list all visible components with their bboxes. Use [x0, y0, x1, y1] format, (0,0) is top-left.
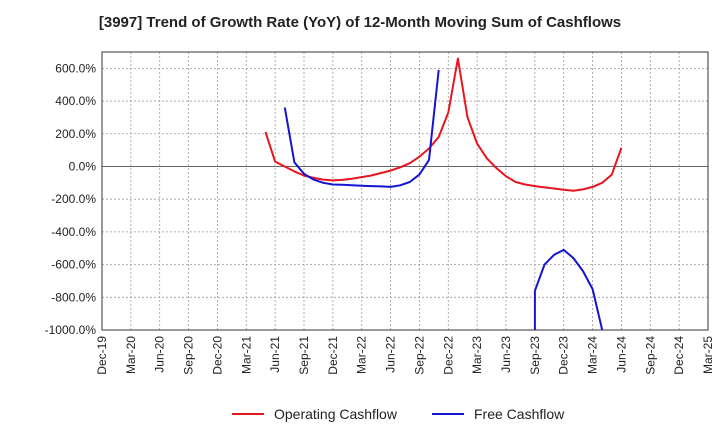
x-tick-label: Sep-21	[297, 336, 311, 375]
x-tick-label: Mar-21	[239, 336, 253, 374]
y-tick-label: -400.0%	[51, 225, 96, 239]
x-tick-label: Sep-23	[528, 336, 542, 375]
x-tick-label: Jun-21	[268, 336, 282, 373]
x-tick-label: Dec-19	[95, 336, 109, 375]
x-tick-label: Sep-22	[412, 336, 426, 375]
series-line-operating-cashflow	[264, 57, 623, 192]
x-tick-label: Mar-25	[701, 336, 715, 374]
x-tick-label: Mar-20	[124, 336, 138, 374]
y-tick-label: 400.0%	[55, 94, 96, 108]
y-tick-label: 600.0%	[55, 61, 96, 75]
x-tick-label: Jun-22	[384, 336, 398, 373]
y-tick-label: -1000.0%	[45, 323, 97, 337]
x-tick-label: Dec-23	[557, 336, 571, 375]
y-tick-label: 0.0%	[69, 159, 97, 173]
x-tick-label: Jun-24	[614, 336, 628, 373]
y-tick-label: 200.0%	[55, 127, 96, 141]
series-line-free-cashflow	[533, 248, 604, 330]
y-tick-label: -800.0%	[51, 290, 96, 304]
y-tick-label: -600.0%	[51, 258, 96, 272]
y-tick-label: -200.0%	[51, 192, 96, 206]
x-tick-label: Mar-23	[470, 336, 484, 374]
legend-label: Operating Cashflow	[274, 406, 398, 422]
legend-item-free-cashflow: Free Cashflow	[432, 406, 565, 422]
x-tick-label: Jun-20	[153, 336, 167, 373]
legend-label: Free Cashflow	[474, 406, 565, 422]
x-tick-label: Mar-22	[355, 336, 369, 374]
x-tick-label: Dec-20	[210, 336, 224, 375]
x-tick-label: Sep-20	[182, 336, 196, 375]
x-tick-label: Dec-21	[326, 336, 340, 375]
x-tick-label: Mar-24	[586, 336, 600, 374]
plot-border	[101, 51, 709, 331]
x-tick-label: Dec-24	[672, 336, 686, 375]
legend-item-operating-cashflow: Operating Cashflow	[232, 406, 398, 422]
series-line-free-cashflow	[283, 69, 440, 188]
chart-title: [3997] Trend of Growth Rate (YoY) of 12-…	[98, 14, 622, 31]
x-tick-label: Jun-23	[499, 336, 513, 373]
plot-area	[102, 52, 708, 330]
x-tick-label: Sep-24	[643, 336, 657, 375]
x-tick-label: Dec-22	[441, 336, 455, 375]
